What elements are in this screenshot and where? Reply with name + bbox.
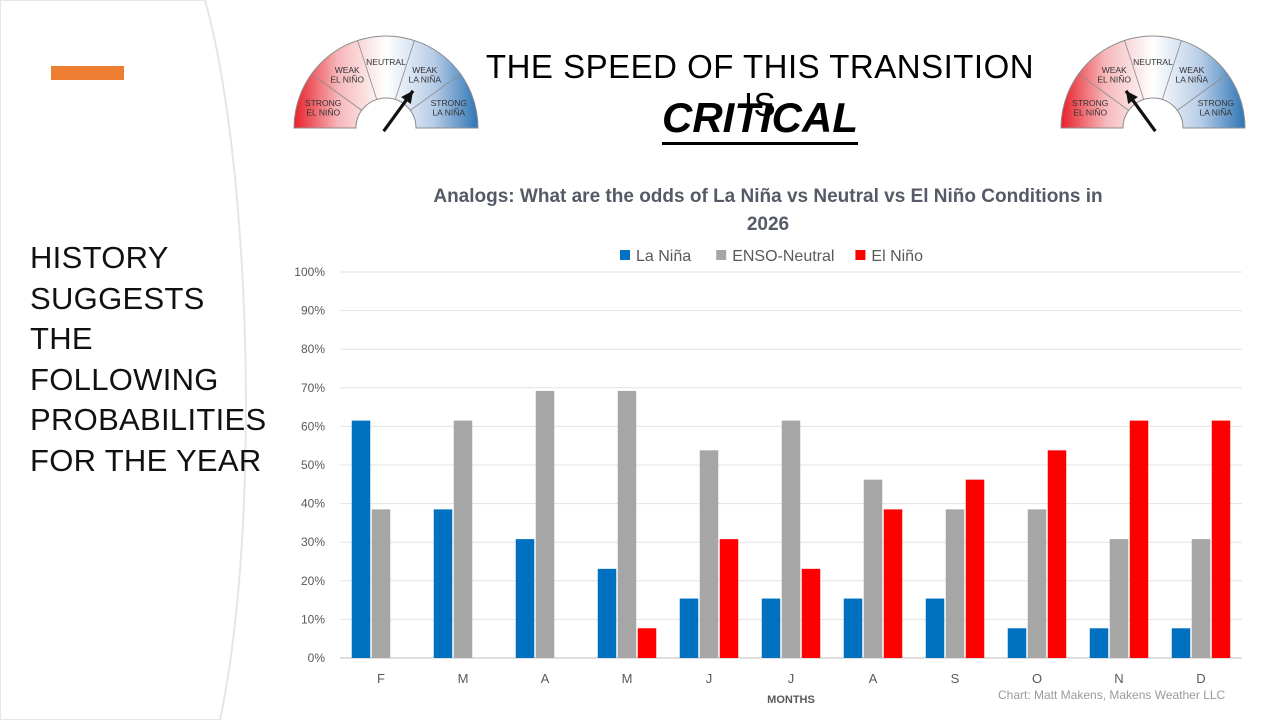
gauge-needle-head xyxy=(401,90,414,105)
side-heading-line: FOR THE YEAR xyxy=(30,442,262,478)
bar xyxy=(679,598,699,658)
gauge-label: NEUTRAL xyxy=(1133,57,1173,67)
y-tick-label: 50% xyxy=(301,458,325,472)
bar xyxy=(883,509,903,658)
y-tick-label: 60% xyxy=(301,419,325,433)
chart-credit: Chart: Matt Makens, Makens Weather LLC xyxy=(998,688,1226,702)
gauge-label: WEAK LA NIÑA xyxy=(408,65,441,85)
y-tick-label: 30% xyxy=(301,535,325,549)
side-heading-line: HISTORY xyxy=(30,240,169,275)
bar xyxy=(719,539,739,658)
legend-label: La Niña xyxy=(636,248,691,265)
y-tick-label: 40% xyxy=(301,497,325,511)
bar xyxy=(535,390,555,658)
gauge-divider xyxy=(1124,40,1145,100)
gauge-label: NEUTRAL xyxy=(366,57,406,67)
gauge-divider xyxy=(311,73,362,111)
bar xyxy=(351,420,371,658)
bar xyxy=(781,420,801,658)
y-tick-label: 20% xyxy=(301,574,325,588)
bar xyxy=(1047,450,1067,658)
bar xyxy=(371,509,391,658)
gauge-label: STRONG LA NIÑA xyxy=(1198,98,1234,118)
y-tick-label: 80% xyxy=(301,342,325,356)
side-heading: HISTORY SUGGESTS THE FOLLOWING PROBABILI… xyxy=(30,238,266,481)
bar xyxy=(843,598,863,658)
gauge-divider xyxy=(410,73,461,111)
gauge-needle-head xyxy=(1125,90,1138,105)
gauge-label: WEAK LA NIÑA xyxy=(1175,65,1208,85)
x-tick-label: N xyxy=(1114,671,1123,686)
bar xyxy=(761,598,781,658)
gauge-divider xyxy=(394,40,415,100)
legend-swatch xyxy=(620,250,630,260)
x-tick-label: A xyxy=(869,671,878,686)
side-heading-line: SUGGESTS xyxy=(30,280,205,316)
bar xyxy=(597,568,617,658)
gauge-dial xyxy=(293,35,479,129)
x-tick-label: M xyxy=(458,671,469,686)
x-tick-label: S xyxy=(951,671,960,686)
bar xyxy=(453,420,473,658)
side-panel: HISTORY SUGGESTS THE FOLLOWING PROBABILI… xyxy=(0,0,266,720)
gauge-divider xyxy=(1177,73,1228,111)
x-axis-label: MONTHS xyxy=(767,694,815,706)
legend-label: El Niño xyxy=(871,248,923,265)
chart-title: Analogs: What are the odds of La Niña vs… xyxy=(433,186,1102,235)
x-tick-label: O xyxy=(1032,671,1042,686)
x-tick-label: D xyxy=(1196,671,1205,686)
bar xyxy=(863,479,883,658)
legend-label: ENSO-Neutral xyxy=(732,248,834,265)
legend-swatch xyxy=(716,250,727,260)
gauge-dial xyxy=(1060,35,1246,129)
bar xyxy=(1129,420,1149,658)
bar xyxy=(925,598,945,658)
x-tick-label: J xyxy=(706,671,713,686)
headline: THE SPEED OF THIS TRANSITION IS xyxy=(485,48,1035,123)
bar xyxy=(1191,539,1211,658)
bar xyxy=(1211,420,1231,658)
side-heading-line: FOLLOWING xyxy=(30,361,219,397)
x-tick-label: F xyxy=(377,671,385,686)
bar xyxy=(801,568,821,658)
legend-swatch xyxy=(855,250,866,260)
bar xyxy=(515,539,535,658)
gauge-label: WEAK EL NIÑO xyxy=(330,65,364,85)
x-tick-label: A xyxy=(541,671,550,686)
bar xyxy=(699,450,719,658)
bar xyxy=(433,509,453,658)
bar xyxy=(965,479,985,658)
headline-emphasis-text: CRITICAL xyxy=(662,94,858,145)
gauge-divider xyxy=(357,40,378,100)
side-heading-line: PROBABILITIES xyxy=(30,402,267,437)
gauge-label: STRONG EL NIÑO xyxy=(1072,98,1108,118)
side-panel-shape xyxy=(0,0,247,720)
bar xyxy=(1171,628,1191,658)
x-tick-label: J xyxy=(788,671,795,686)
bar xyxy=(945,509,965,658)
accent-bar xyxy=(51,66,124,80)
y-tick-label: 100% xyxy=(294,265,325,279)
headline-emphasis: CRITICAL xyxy=(480,94,1040,145)
gauge-divider xyxy=(1161,40,1182,100)
gauge-divider xyxy=(1078,73,1129,111)
gauge-label: STRONG LA NIÑA xyxy=(431,98,467,118)
y-tick-label: 0% xyxy=(308,651,326,665)
bar xyxy=(1007,628,1027,658)
y-tick-label: 10% xyxy=(301,612,325,626)
y-tick-label: 70% xyxy=(301,381,325,395)
x-tick-label: M xyxy=(622,671,633,686)
gauge-label: WEAK EL NIÑO xyxy=(1097,65,1131,85)
bar xyxy=(1109,539,1129,658)
bar xyxy=(617,390,637,658)
bar xyxy=(637,628,657,658)
side-heading-line: THE xyxy=(30,321,93,356)
gauge-label: STRONG EL NIÑO xyxy=(305,98,341,118)
bar xyxy=(1089,628,1109,658)
y-tick-label: 90% xyxy=(301,304,325,318)
bar xyxy=(1027,509,1047,658)
